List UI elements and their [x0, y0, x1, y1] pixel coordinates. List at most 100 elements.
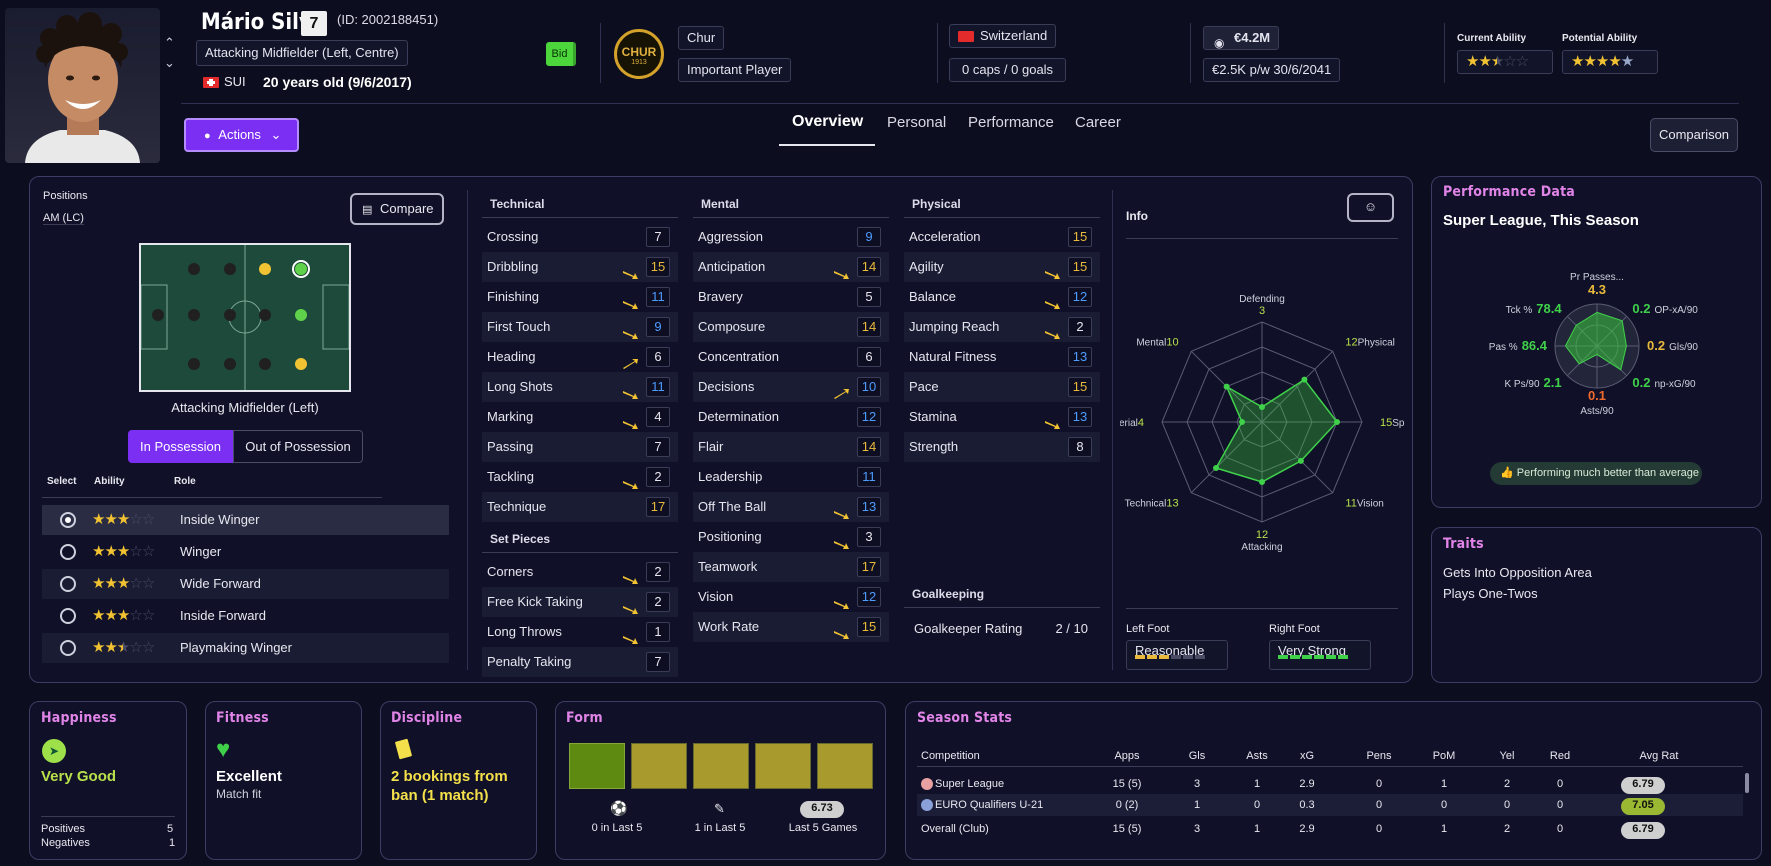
role-radio[interactable] [60, 608, 76, 624]
chevron-down-icon[interactable]: ⌄ [164, 55, 175, 70]
technical-column: Technical Crossing 7 Dribbling 15 Finishing 1… [482, 190, 678, 677]
swiss-flag-icon [203, 77, 219, 88]
attribute-row[interactable]: Anticipation 14 [693, 252, 889, 282]
scrollbar[interactable] [1745, 773, 1749, 793]
attribute-row[interactable]: Acceleration 15 [904, 222, 1100, 252]
attribute-name: Penalty Taking [487, 654, 572, 669]
attribute-row[interactable]: Pace 15 [904, 372, 1100, 402]
radar-label: 15Speed [1380, 417, 1405, 429]
attribute-row[interactable]: Teamwork 17 [693, 552, 889, 582]
chevron-up-icon[interactable]: ⌃ [164, 35, 175, 50]
form-match-box[interactable] [755, 743, 811, 789]
attribute-row[interactable]: Natural Fitness 13 [904, 342, 1100, 372]
role-radio[interactable] [60, 544, 76, 560]
table-row[interactable]: Super League 15 (5) 3 1 2.9 0 1 2 0 6.79 [917, 773, 1743, 795]
attribute-row[interactable]: Marking 4 [482, 402, 678, 432]
attribute-row[interactable]: Tackling 2 [482, 462, 678, 492]
out-possession-tab[interactable]: Out of Possession [233, 430, 363, 463]
form-match-box[interactable] [817, 743, 873, 789]
attribute-row[interactable]: Long Throws 1 [482, 617, 678, 647]
fitness-sub: Match fit [216, 787, 262, 801]
attribute-row[interactable]: Heading 6 [482, 342, 678, 372]
tab-career[interactable]: Career [1075, 114, 1121, 131]
trend-arrow-icon [622, 291, 638, 309]
role-radio[interactable] [60, 576, 76, 592]
actions-button[interactable]: ● Actions ⌄ [184, 118, 299, 152]
table-cell: 3 [1193, 823, 1201, 835]
attribute-row[interactable]: Agility 15 [904, 252, 1100, 282]
attribute-row[interactable]: Work Rate 15 [693, 612, 889, 642]
discipline-title: Discipline [391, 710, 463, 726]
compare-button[interactable]: ▤ Compare [350, 193, 444, 225]
attribute-name: Aggression [698, 229, 764, 244]
role-row[interactable]: ★★★☆☆ Inside Winger [42, 505, 449, 535]
role-radio[interactable] [60, 512, 76, 528]
tab-overview[interactable]: Overview [792, 113, 864, 130]
attribute-row[interactable]: Off The Ball 13 [693, 492, 889, 522]
attribute-row[interactable]: Positioning 3 [693, 522, 889, 552]
attribute-row[interactable]: Concentration 6 [693, 342, 889, 372]
club-badge[interactable]: CHUR 1913 [614, 29, 664, 79]
tab-performance[interactable]: Performance [968, 114, 1054, 131]
attribute-name: Off The Ball [698, 499, 767, 514]
role-row[interactable]: ★★★☆☆ Inside Forward [42, 601, 449, 631]
attribute-name: Work Rate [698, 619, 760, 634]
attribute-row[interactable]: Penalty Taking 7 [482, 647, 678, 677]
attribute-row[interactable]: Free Kick Taking 2 [482, 587, 678, 617]
attribute-row[interactable]: Long Shots 11 [482, 372, 678, 402]
happiness-status: Very Good [41, 768, 117, 785]
attribute-row[interactable]: Dribbling 15 [482, 252, 678, 282]
role-radio[interactable] [60, 640, 76, 656]
attribute-row[interactable]: Leadership 11 [693, 462, 889, 492]
player-position: Attacking Midfielder (Left, Centre) [196, 40, 408, 66]
role-row[interactable]: ★★★☆☆ Wide Forward [42, 569, 449, 599]
performance-title: Performance Data [1443, 184, 1575, 200]
attribute-row[interactable]: Corners 2 [482, 557, 678, 587]
attribute-row[interactable]: Passing 7 [482, 432, 678, 462]
trend-arrow-icon [622, 321, 638, 339]
table-cell: 0 [1375, 778, 1383, 790]
attribute-name: Stamina [909, 409, 957, 424]
attribute-row[interactable]: Stamina 13 [904, 402, 1100, 432]
form-assists: 1 in Last 5 [694, 822, 746, 834]
bid-button[interactable]: Bid [546, 42, 576, 66]
attribute-row[interactable]: Composure 14 [693, 312, 889, 342]
attribute-row[interactable]: Flair 14 [693, 432, 889, 462]
happiness-icon: ➤ [42, 739, 66, 763]
attribute-row[interactable]: Strength 8 [904, 432, 1100, 462]
form-match-box[interactable] [631, 743, 687, 789]
role-stars: ★★★☆☆ [92, 543, 155, 560]
attribute-row[interactable]: Finishing 11 [482, 282, 678, 312]
role-row[interactable]: ★★★☆☆ Winger [42, 537, 449, 567]
form-match-box[interactable] [569, 743, 625, 789]
swiss-flag-icon [958, 31, 974, 42]
attribute-row[interactable]: Determination 12 [693, 402, 889, 432]
football-icon: ⚽ [610, 800, 628, 816]
tab-personal[interactable]: Personal [887, 114, 947, 131]
attribute-row[interactable]: Crossing 7 [482, 222, 678, 252]
in-possession-tab[interactable]: In Possession [128, 430, 233, 463]
form-match-box[interactable] [693, 743, 749, 789]
role-row[interactable]: ★★★☆☆ Playmaking Winger [42, 633, 449, 663]
attribute-row[interactable]: Balance 12 [904, 282, 1100, 312]
attribute-row[interactable]: Vision 12 [693, 582, 889, 612]
club-name[interactable]: Chur [678, 26, 725, 50]
table-row[interactable]: EURO Qualifiers U-21 0 (2) 1 0 0.3 0 0 0 0 7.05 [917, 794, 1743, 816]
attribute-row[interactable]: Bravery 5 [693, 282, 889, 312]
player-age: 20 years old (9/6/2017) [263, 74, 412, 90]
attribute-row[interactable]: Technique 17 [482, 492, 678, 522]
attribute-row[interactable]: Jumping Reach 2 [904, 312, 1100, 342]
trend-arrow-icon [622, 626, 638, 644]
attribute-row[interactable]: Aggression 9 [693, 222, 889, 252]
staff-report-button[interactable]: ☺ [1347, 193, 1394, 222]
nation-name[interactable]: Switzerland [949, 24, 1057, 48]
comparison-button[interactable]: Comparison [1650, 118, 1738, 152]
attribute-value: 6 [857, 347, 881, 367]
performance-metric: Pr Passes... 4.3 [1570, 272, 1624, 297]
attribute-name: Finishing [487, 289, 540, 304]
attribute-row[interactable]: First Touch 9 [482, 312, 678, 342]
happiness-title: Happiness [41, 710, 117, 726]
physical-title: Physical [904, 190, 1100, 218]
attribute-row[interactable]: Decisions 10 [693, 372, 889, 402]
role-stars: ★★★☆☆ [92, 575, 155, 592]
